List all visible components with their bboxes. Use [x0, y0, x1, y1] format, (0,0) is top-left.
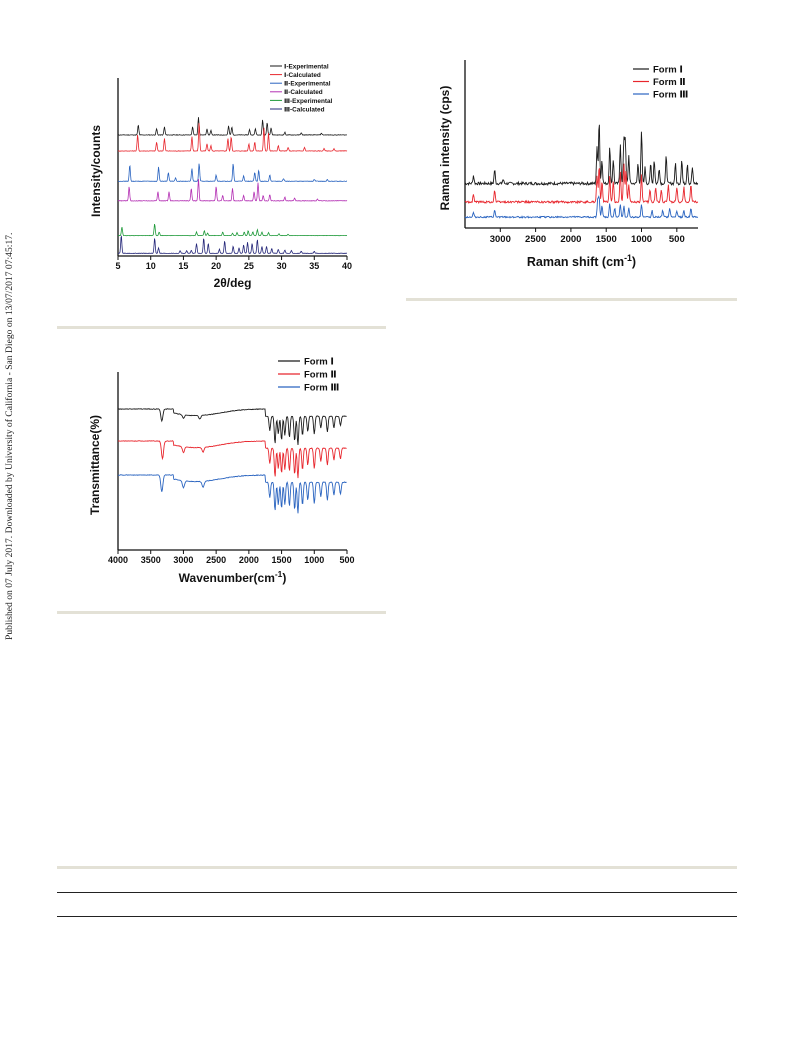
xrd-series-line — [117, 178, 348, 202]
legend-label: Ⅱ-Calculated — [284, 89, 323, 96]
legend-label: Form Ⅲ — [304, 383, 339, 394]
x-tick-label: 35 — [309, 261, 319, 271]
legend-label: Form Ⅰ — [304, 357, 334, 368]
legend-label: Form Ⅱ — [304, 370, 337, 381]
x-axis-title: Wavenumber(cm-1) — [179, 569, 287, 585]
x-tick-label: 500 — [339, 555, 354, 565]
x-tick-label: 5 — [115, 261, 120, 271]
xrd-series-line — [117, 235, 348, 255]
raman-series-line — [464, 124, 699, 187]
figure-separator-ftir — [57, 611, 386, 614]
figure-separator-xrd — [57, 326, 386, 329]
x-tick-label: 25 — [244, 261, 254, 271]
table-header-bottom-rule — [57, 916, 737, 917]
download-margin-note: Published on 07 July 2017. Downloaded by… — [4, 232, 15, 640]
x-tick-label: 2000 — [560, 234, 581, 245]
x-tick-label: 2500 — [525, 234, 546, 245]
xrd-series-line — [117, 163, 348, 183]
raman-series-line — [464, 195, 699, 219]
xrd-series-line — [118, 223, 348, 237]
xrd-series-line — [117, 123, 348, 153]
y-axis-title: Intensity/counts — [89, 125, 103, 217]
xrd-chart: 5 10 15 20 25 30 35 40 Ⅰ-Experimental Ⅰ-Calculate… — [85, 58, 375, 308]
x-tick-label: 20 — [211, 261, 221, 271]
x-tick-label: 3000 — [490, 234, 511, 245]
x-tick-label: 10 — [146, 261, 156, 271]
xrd-plot: 5 10 15 20 25 30 35 40 Ⅰ-Experimental Ⅰ-Calculate… — [89, 63, 352, 290]
ftir-plot: 4000 3500 3000 2500 2000 1500 1000 500 Form Ⅰ For… — [88, 357, 355, 586]
ftir-series-line — [117, 408, 347, 446]
y-axis-title: Raman intensity (cps) — [438, 86, 452, 211]
legend-label: Form Ⅱ — [653, 77, 686, 88]
table-header-rule — [57, 892, 737, 893]
y-axis-title: Transmittance(%) — [88, 415, 102, 515]
x-axis-title: 2θ/deg — [214, 276, 252, 290]
x-tick-label: 1000 — [631, 234, 652, 245]
x-tick-label: 2500 — [206, 555, 226, 565]
x-tick-label: 1500 — [596, 234, 617, 245]
figure-separator-raman — [406, 298, 737, 301]
legend-label: Ⅲ-Calculated — [284, 106, 325, 113]
x-axis-title: Raman shift (cm-1) — [527, 253, 636, 269]
x-tick-label: 1000 — [304, 555, 324, 565]
legend-label: Ⅰ-Experimental — [284, 63, 329, 70]
x-tick-label: 3500 — [141, 555, 161, 565]
legend-label: Ⅱ-Experimental — [284, 81, 331, 88]
legend-label: Form Ⅰ — [653, 65, 683, 76]
x-tick-label: 1500 — [272, 555, 292, 565]
ftir-series-line — [117, 474, 347, 514]
x-tick-label: 15 — [178, 261, 188, 271]
x-tick-label: 2000 — [239, 555, 259, 565]
legend-label: Ⅰ-Calculated — [284, 72, 321, 79]
x-tick-label: 30 — [277, 261, 287, 271]
x-tick-label: 3000 — [173, 555, 193, 565]
table-top-rule — [57, 866, 737, 869]
x-tick-label: 4000 — [108, 555, 128, 565]
ftir-series-line — [117, 440, 347, 479]
raman-series-line — [464, 163, 699, 205]
x-tick-label: 40 — [342, 261, 352, 271]
legend-label: Form Ⅲ — [653, 90, 688, 101]
x-tick-label: 500 — [669, 234, 685, 245]
xrd-series-line — [117, 117, 347, 136]
legend-label: Ⅲ-Experimental — [284, 98, 333, 105]
raman-chart: 3000 2500 2000 1500 1000 500 Form Ⅰ Form Ⅱ Form … — [435, 55, 710, 290]
ftir-chart: 4000 3500 3000 2500 2000 1500 1000 500 Form Ⅰ For… — [85, 350, 375, 595]
